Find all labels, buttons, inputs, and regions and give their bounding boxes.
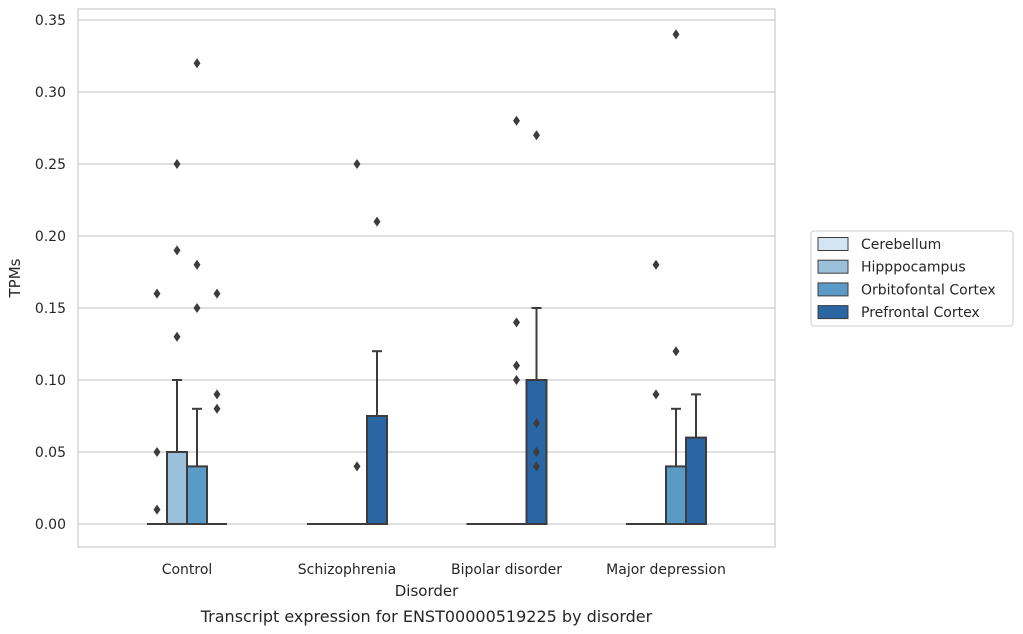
outlier-point	[353, 461, 361, 472]
outlier-point	[513, 317, 520, 328]
legend-swatch	[817, 282, 849, 297]
x-tick-label: Bipolar disorder	[451, 562, 562, 578]
legend-label: Hipppocampus	[861, 260, 966, 276]
y-axis-label: TPMs	[6, 258, 24, 298]
y-axis-ticks: 0.00 0.05 0.10 0.15 0.20 0.25 0.30 0.35	[35, 13, 66, 533]
outlier-point	[153, 447, 161, 457]
y-tick-label: 0.20	[35, 229, 66, 245]
outlier-point	[533, 447, 540, 457]
y-tick-label: 0.25	[35, 157, 66, 173]
outlier-point	[193, 259, 201, 270]
x-axis-label: Disorder	[395, 582, 459, 600]
outlier-point	[153, 504, 161, 515]
x-tick-label: Control	[162, 562, 213, 578]
legend: Cerebellum Hipppocampus Orbitofontal Corte…	[810, 230, 1014, 327]
outlier-point	[213, 403, 221, 414]
legend-swatch	[817, 237, 849, 251]
x-tick-label: Major depression	[606, 562, 726, 578]
outlier-point	[652, 259, 660, 270]
y-tick-label: 0.10	[35, 373, 66, 389]
y-tick-label: 0.30	[35, 85, 66, 101]
y-tick-label: 0.05	[35, 445, 66, 461]
outlier-point	[533, 418, 540, 429]
outlier-point	[533, 130, 540, 141]
outlier-point	[373, 216, 381, 227]
outlier-point	[173, 245, 181, 256]
outlier-point	[672, 29, 680, 40]
outlier-point	[513, 115, 520, 126]
y-tick-label: 0.15	[35, 301, 66, 317]
y-tick-label: 0.35	[35, 13, 66, 29]
outlier-point	[153, 288, 161, 299]
outlier-point	[193, 58, 201, 69]
outlier-point	[533, 461, 540, 472]
outlier-point	[652, 389, 660, 400]
legend-label: Prefrontal Cortex	[861, 305, 980, 321]
x-axis-ticks: Control Schizophrenia Bipolar disorder Majo…	[162, 562, 726, 578]
y-tick-label: 0.00	[35, 517, 66, 533]
outlier-point	[173, 159, 181, 169]
outlier-point	[213, 389, 221, 400]
outlier-point	[513, 375, 520, 385]
box-series	[147, 29, 707, 526]
box	[366, 415, 388, 525]
legend-frame	[810, 230, 1014, 327]
legend-label: Orbitofontal Cortex	[861, 282, 996, 298]
legend-label: Cerebellum	[861, 237, 941, 253]
outlier-point	[672, 346, 680, 357]
box	[685, 436, 707, 526]
outlier-point	[213, 288, 221, 299]
x-tick-label: Schizophrenia	[298, 562, 396, 578]
plot-background	[78, 9, 775, 547]
outlier-point	[173, 331, 181, 342]
box	[166, 451, 188, 525]
outlier-point	[193, 303, 201, 313]
chart-caption: Transcript expression for ENST0000051922…	[200, 607, 653, 626]
outlier-point	[513, 360, 520, 371]
outlier-point	[353, 159, 361, 169]
legend-swatch	[817, 305, 849, 320]
box	[186, 465, 208, 525]
plot-frame	[77, 8, 776, 548]
legend-swatch	[817, 259, 849, 274]
box	[665, 465, 687, 525]
